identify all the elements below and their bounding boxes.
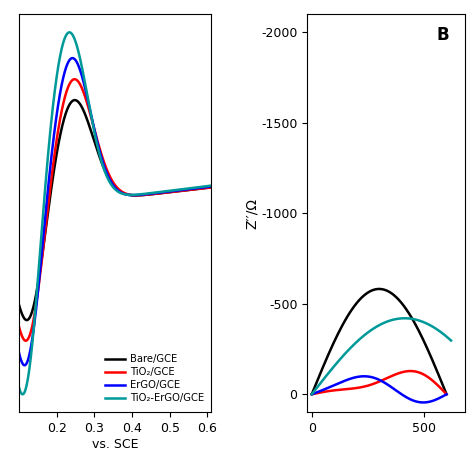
TiO₂/GCE — [140, 192, 146, 198]
Bare/GCE — [12, 286, 18, 292]
TiO₂-ErGO/GCE — [134, 192, 140, 198]
ErGO/GCE — [164, 189, 170, 195]
ErGO/GCE — [25, 358, 30, 364]
TiO₂-ErGO/GCE — [12, 365, 18, 370]
TiO₂/GCE — [134, 192, 140, 198]
ErGO/GCE — [70, 55, 75, 61]
Bare/GCE — [24, 317, 29, 323]
Legend: Bare/GCE, TiO₂/GCE, ErGO/GCE, TiO₂-ErGO/GCE: Bare/GCE, TiO₂/GCE, ErGO/GCE, TiO₂-ErGO/… — [101, 350, 208, 407]
ErGO/GCE — [212, 183, 218, 189]
TiO₂/GCE — [212, 184, 218, 190]
TiO₂-ErGO/GCE — [140, 191, 146, 197]
ErGO/GCE — [185, 186, 191, 192]
ErGO/GCE — [22, 363, 27, 368]
Bare/GCE — [25, 317, 30, 323]
ErGO/GCE — [134, 192, 140, 198]
TiO₂/GCE — [72, 76, 78, 82]
TiO₂-ErGO/GCE — [185, 186, 191, 191]
Bare/GCE — [185, 187, 191, 193]
ErGO/GCE — [140, 191, 146, 197]
Bare/GCE — [72, 97, 78, 103]
Bare/GCE — [140, 192, 146, 198]
Line: TiO₂-ErGO/GCE: TiO₂-ErGO/GCE — [15, 32, 215, 394]
TiO₂-ErGO/GCE — [212, 182, 218, 188]
Bare/GCE — [164, 190, 170, 195]
Line: TiO₂/GCE: TiO₂/GCE — [15, 79, 215, 341]
TiO₂/GCE — [129, 192, 135, 198]
Bare/GCE — [129, 192, 135, 198]
TiO₂/GCE — [12, 307, 18, 312]
Line: ErGO/GCE: ErGO/GCE — [15, 58, 215, 365]
Y-axis label: Z′′/Ω: Z′′/Ω — [245, 198, 258, 229]
TiO₂-ErGO/GCE — [20, 392, 26, 397]
Bare/GCE — [134, 192, 140, 198]
TiO₂/GCE — [164, 190, 170, 195]
TiO₂-ErGO/GCE — [164, 188, 170, 194]
Line: Bare/GCE: Bare/GCE — [15, 100, 215, 320]
Text: B: B — [436, 26, 449, 44]
TiO₂/GCE — [185, 187, 191, 193]
TiO₂/GCE — [25, 337, 30, 342]
TiO₂-ErGO/GCE — [25, 377, 30, 383]
TiO₂-ErGO/GCE — [66, 29, 72, 35]
X-axis label: vs. SCE: vs. SCE — [92, 438, 138, 451]
ErGO/GCE — [12, 330, 18, 336]
TiO₂/GCE — [23, 338, 28, 344]
ErGO/GCE — [129, 192, 135, 198]
Bare/GCE — [212, 184, 218, 190]
TiO₂-ErGO/GCE — [129, 192, 135, 198]
